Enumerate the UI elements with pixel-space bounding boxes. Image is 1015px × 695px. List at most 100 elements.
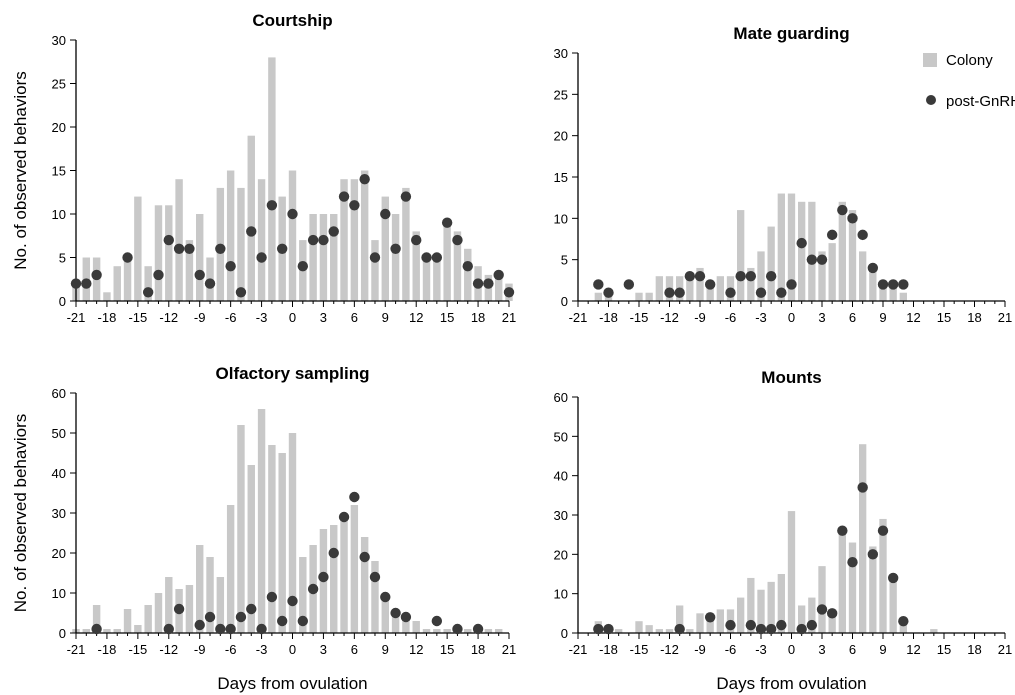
bar — [402, 617, 410, 633]
x-tick-label: 12 — [409, 310, 423, 325]
y-tick-label: 0 — [59, 626, 66, 641]
bar — [464, 248, 472, 301]
legend-gnrh-marker — [926, 95, 936, 105]
x-tick-label: 18 — [471, 642, 485, 657]
bar — [154, 593, 163, 633]
x-tick-label: 15 — [937, 310, 951, 325]
gnrh-point — [816, 254, 828, 265]
bar — [798, 201, 806, 301]
gnrh-point — [867, 549, 879, 560]
gnrh-point — [390, 243, 401, 254]
gnrh-point — [603, 623, 614, 635]
bar — [443, 629, 451, 633]
gnrh-point — [318, 571, 329, 583]
y-tick-label: 40 — [52, 466, 66, 481]
gnrh-point — [194, 619, 205, 631]
bar — [391, 609, 400, 633]
gnrh-point — [806, 619, 818, 631]
gnrh-point — [857, 482, 868, 493]
bar — [340, 179, 348, 301]
gnrh-point — [297, 615, 309, 627]
y-tick-label: 15 — [52, 164, 66, 179]
gnrh-point — [826, 608, 838, 619]
gnrh-point — [163, 623, 174, 635]
bar — [134, 196, 142, 301]
x-tick-label: 0 — [289, 310, 296, 325]
bar — [453, 231, 462, 301]
x-tick-label: 21 — [998, 310, 1012, 325]
gnrh-point — [857, 229, 868, 241]
gnrh-point — [173, 603, 185, 615]
bar — [808, 201, 816, 301]
bar — [340, 521, 348, 633]
x-tick-label: -15 — [128, 310, 147, 325]
bar — [144, 605, 152, 633]
panel-olfactory-sampling: Olfactory sampling -21 -18 -15 -12 -9 -6 -3 0 3 6 9… — [11, 364, 516, 693]
x-tick-label: 3 — [320, 642, 327, 657]
gnrh-point — [826, 229, 838, 241]
gnrh-point — [776, 287, 787, 298]
gnrh-point — [796, 237, 807, 249]
bar — [747, 577, 755, 633]
x-tick-label: 6 — [351, 310, 358, 325]
x-tick-label: -9 — [194, 310, 206, 325]
bar — [767, 226, 775, 301]
bar — [848, 210, 857, 301]
gnrh-point — [359, 174, 370, 185]
bar — [869, 267, 877, 301]
x-tick-label: 15 — [440, 642, 454, 657]
gnrh-point — [887, 572, 899, 584]
x-tick-label: -18 — [599, 642, 618, 657]
bar — [371, 561, 379, 633]
gnrh-point — [452, 234, 463, 246]
bar — [144, 266, 152, 301]
bar — [288, 433, 297, 633]
bar — [645, 292, 653, 301]
bar — [92, 605, 101, 633]
bar — [237, 187, 245, 301]
gnrh-point — [287, 208, 298, 220]
gnrh-point — [493, 269, 504, 281]
bar — [288, 170, 297, 301]
bar — [757, 589, 765, 633]
bar — [350, 179, 359, 301]
gnrh-point — [725, 619, 736, 631]
y-tick-label: 10 — [52, 207, 66, 222]
bar — [716, 609, 724, 633]
y-tick-label: 0 — [561, 626, 568, 641]
gnrh-point — [837, 204, 848, 216]
bar — [247, 135, 255, 301]
y-tick-label: 20 — [52, 120, 66, 135]
gnrh-point — [745, 271, 757, 282]
x-tick-label: -3 — [755, 642, 767, 657]
bar — [206, 557, 214, 633]
gnrh-point — [472, 623, 484, 635]
gnrh-point — [184, 243, 195, 254]
x-tick-label: 0 — [289, 642, 296, 657]
gnrh-point — [452, 623, 463, 635]
bar — [930, 629, 938, 633]
gnrh-point — [91, 269, 102, 281]
bar — [422, 257, 431, 301]
x-tick-label: -9 — [194, 642, 206, 657]
bar — [412, 231, 420, 301]
gnrh-point — [215, 243, 226, 254]
gnrh-point — [266, 591, 278, 603]
gnrh-point — [755, 623, 767, 635]
gnrh-point — [297, 261, 309, 272]
bar — [787, 193, 796, 301]
x-tick-label: 6 — [351, 642, 358, 657]
bar — [737, 210, 745, 301]
gnrh-point — [246, 226, 257, 237]
y-tick-label: 20 — [554, 129, 568, 144]
bar — [737, 597, 745, 633]
x-tick-label: -3 — [256, 310, 268, 325]
x-tick-label: 18 — [471, 310, 485, 325]
gnrh-point — [70, 278, 82, 289]
x-tick-label: -18 — [599, 310, 618, 325]
y-tick-label: 60 — [52, 386, 66, 401]
bar — [165, 205, 173, 301]
gnrh-point — [276, 243, 288, 254]
gnrh-point — [204, 611, 216, 623]
bar — [154, 205, 163, 301]
